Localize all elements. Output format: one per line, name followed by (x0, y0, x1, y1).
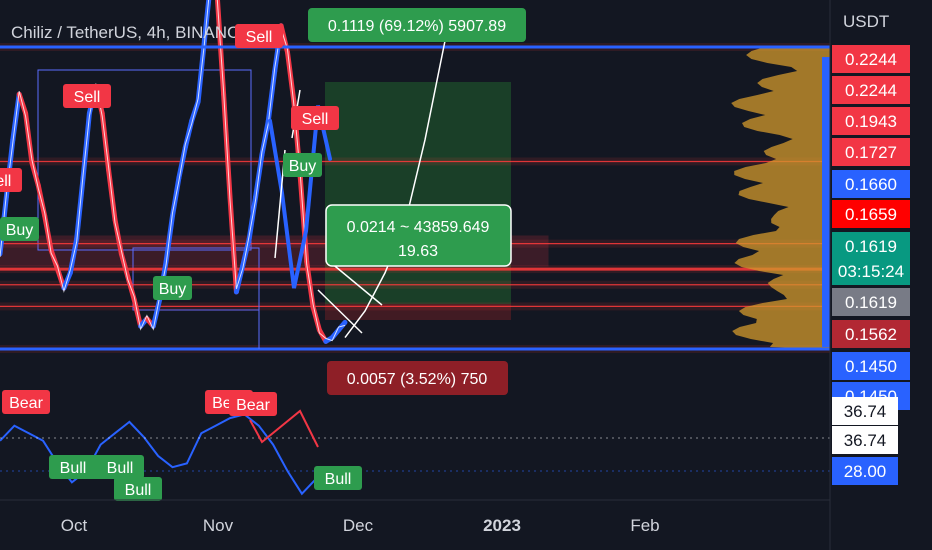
signal-tag-box-10[interactable] (49, 455, 97, 479)
signal-tag-box-2[interactable] (291, 106, 339, 130)
stop-measure-box[interactable] (327, 361, 508, 395)
level-band-5 (0, 302, 830, 311)
signal-tags: SellSellSellSellBuyBuyBuyBearBearBearBul… (0, 24, 362, 501)
range-box (132, 247, 260, 311)
currency-label: USDT (843, 12, 889, 31)
price-label-box-10 (832, 352, 910, 380)
price-label-box-6 (832, 232, 910, 260)
oscillator-bear-divergence (249, 409, 319, 448)
time-axis-labels: Oct Nov Dec 2023 Feb (61, 516, 660, 535)
price-label-box-9 (832, 320, 910, 348)
symbol-title[interactable]: Chiliz / TetherUS, 4h, BINANCE (11, 23, 251, 42)
price-label-5: 0.1659 (845, 205, 897, 224)
target-measure-box[interactable] (308, 8, 526, 42)
signal-tag-12: Bull (107, 460, 134, 477)
price-label-0: 0.2244 (845, 50, 897, 69)
target-measure-label: 0.1119 (69.12%) 5907.89 (328, 18, 506, 35)
x-tick-label-2: Dec (343, 516, 374, 535)
stop-measure-label: 0.0057 (3.52%) 750 (347, 371, 488, 388)
price-axis-labels: 0.2244 0.2244 0.1943 0.1727 0.1660 0.1659 0.16… (832, 45, 910, 410)
signal-tag-3: Sell (0, 173, 11, 190)
ratio-line-2: 19.63 (398, 243, 438, 260)
oscillator-label-box-2 (832, 457, 898, 485)
signal-tag-box-0[interactable] (235, 24, 283, 48)
signal-tag-box-9[interactable] (2, 390, 50, 414)
signal-tag-4: Buy (289, 158, 317, 175)
price-label-box-8 (832, 288, 910, 316)
oscillator-axis-labels: 36.74 36.74 28.00 (832, 397, 898, 485)
price-label-8: 0.1619 (845, 293, 897, 312)
signal-tag-box-6[interactable] (153, 276, 192, 300)
signal-tag-box-14[interactable] (314, 466, 362, 490)
signal-tag-box-12[interactable] (96, 455, 144, 479)
level-band-3 (0, 265, 830, 274)
target-zone (325, 82, 511, 304)
price-label-9: 0.1562 (845, 325, 897, 344)
signal-tag-box-3[interactable] (0, 168, 22, 192)
oscillator-label-box-1 (832, 426, 898, 454)
signal-tag-box-4[interactable] (283, 153, 322, 177)
price-label-3: 0.1727 (845, 143, 897, 162)
range-box-high (37, 69, 252, 251)
signal-tag-8: Bear (236, 397, 270, 414)
oscillator-label-0: 36.74 (844, 402, 887, 421)
level-band-4 (0, 280, 830, 289)
price-label-2: 0.1943 (845, 112, 897, 131)
x-tick-label-1: Nov (203, 516, 234, 535)
price-label-box-7 (832, 257, 910, 285)
price-line (0, 0, 346, 342)
oscillator-label-box-0 (832, 397, 898, 425)
price-label-box-4 (832, 170, 910, 198)
oscillator-label-2: 28.00 (844, 462, 887, 481)
ratio-line-1: 0.0214 ~ 43859.649 (347, 219, 490, 236)
wedge-line-upper (329, 261, 383, 306)
price-label-7: 03:15:24 (838, 262, 904, 281)
volume-profile-edge (822, 57, 830, 347)
volume-profile (731, 47, 830, 349)
signal-tag-10: Bull (60, 460, 87, 477)
signal-tag-5: Buy (6, 222, 34, 239)
price-label-box-5 (832, 200, 910, 228)
signal-tag-box-13[interactable] (114, 477, 162, 501)
signal-tag-box-8[interactable] (229, 392, 277, 416)
level-band-1 (0, 157, 830, 166)
signal-tag-2: Sell (302, 111, 329, 128)
price-label-box-2 (832, 107, 910, 135)
signal-tag-9: Bear (9, 395, 43, 412)
price-label-6: 0.1619 (845, 237, 897, 256)
price-label-1: 0.2244 (845, 81, 897, 100)
price-label-box-0 (832, 45, 910, 73)
price-label-10: 0.1450 (845, 357, 897, 376)
stop-zone (325, 304, 511, 320)
ratio-measure-box[interactable] (325, 204, 512, 267)
volume-profile-shape (731, 47, 830, 349)
oscillator-label-1: 36.74 (844, 431, 887, 450)
signal-tag-1: Sell (74, 89, 101, 106)
x-tick-label-4: Feb (630, 516, 659, 535)
x-tick-label-3: 2023 (483, 516, 521, 535)
signal-tag-box-1[interactable] (63, 84, 111, 108)
signal-tag-14: Bull (325, 471, 352, 488)
signal-tag-6: Buy (159, 281, 187, 298)
signal-tag-0: Sell (246, 29, 273, 46)
price-label-box-3 (832, 138, 910, 166)
x-tick-label-0: Oct (61, 516, 88, 535)
price-label-4: 0.1660 (845, 175, 897, 194)
price-label-box-1 (832, 76, 910, 104)
signal-tag-13: Bull (125, 482, 152, 499)
signal-tag-box-5[interactable] (0, 217, 39, 241)
